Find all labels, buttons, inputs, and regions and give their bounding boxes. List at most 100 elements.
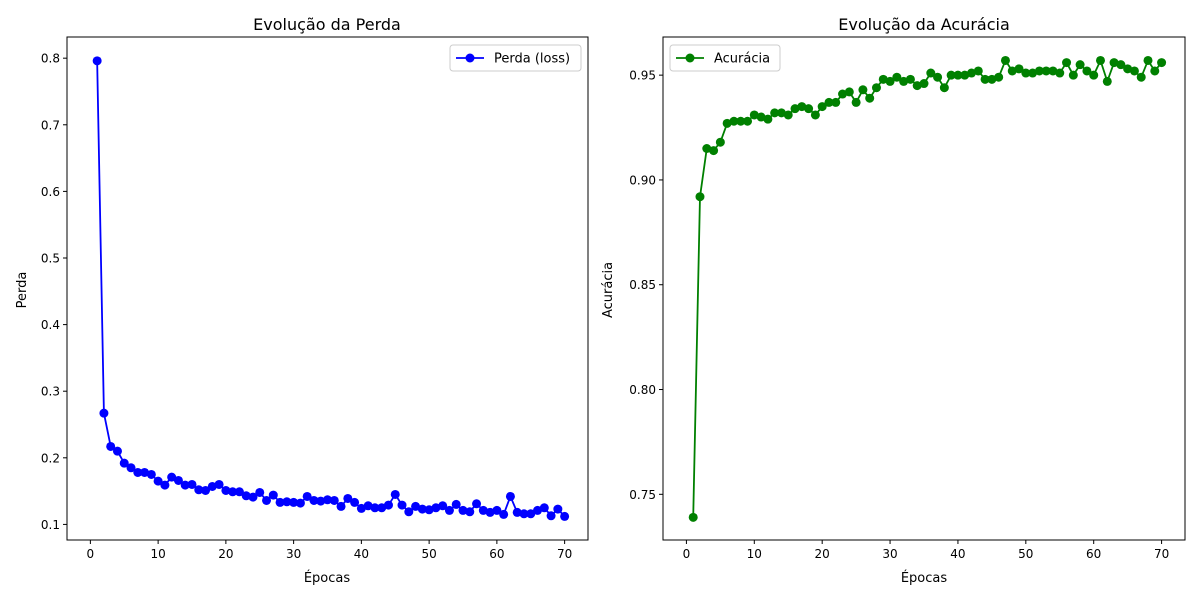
data-point bbox=[411, 501, 421, 511]
data-point bbox=[438, 501, 448, 511]
accuracy-chart-ticks: 0 10 20 30 40 50 60 70 0.75 0.80 0.85 0.90 0.95 bbox=[629, 69, 1169, 561]
y-tick-label: 0.2 bbox=[41, 451, 60, 465]
data-point bbox=[316, 496, 326, 506]
data-point bbox=[207, 481, 217, 491]
accuracy-chart-ylabel: Acurácia bbox=[601, 262, 616, 318]
data-point bbox=[743, 116, 753, 126]
y-tick-label: 0.90 bbox=[629, 173, 656, 187]
accuracy-chart-xlabel: Épocas bbox=[901, 570, 948, 586]
data-point bbox=[715, 137, 725, 147]
data-point bbox=[1116, 60, 1126, 70]
data-point bbox=[1014, 64, 1024, 74]
data-point bbox=[810, 110, 820, 120]
data-point bbox=[560, 511, 570, 521]
legend-label: Perda (loss) bbox=[494, 52, 570, 67]
data-point bbox=[1021, 68, 1031, 78]
data-point bbox=[1143, 55, 1153, 65]
data-point bbox=[262, 495, 272, 505]
data-point bbox=[533, 505, 543, 515]
x-tick-label: 0 bbox=[87, 547, 95, 561]
loss-chart-xlabel: Épocas bbox=[304, 570, 351, 586]
data-point bbox=[831, 97, 841, 107]
data-point bbox=[302, 491, 312, 501]
data-point bbox=[1136, 72, 1146, 82]
data-point bbox=[539, 503, 549, 513]
data-point bbox=[953, 70, 963, 80]
accuracy-chart-title: Evolução da Acurácia bbox=[838, 15, 1010, 34]
data-point bbox=[553, 504, 563, 514]
loss-chart-series bbox=[92, 56, 570, 521]
data-point bbox=[1095, 55, 1105, 65]
loss-chart-title: Evolução da Perda bbox=[253, 15, 401, 34]
data-point bbox=[1129, 66, 1139, 76]
data-point bbox=[275, 497, 285, 507]
data-point bbox=[99, 408, 109, 418]
data-point bbox=[912, 81, 922, 91]
data-point bbox=[424, 505, 434, 515]
x-tick-label: 30 bbox=[882, 547, 897, 561]
data-point bbox=[709, 146, 719, 156]
data-point bbox=[234, 487, 244, 497]
y-tick-label: 0.5 bbox=[41, 251, 60, 265]
data-point bbox=[309, 495, 319, 505]
data-point bbox=[695, 192, 705, 202]
data-point bbox=[1089, 70, 1099, 80]
data-point bbox=[146, 469, 156, 479]
y-tick-label: 0.95 bbox=[629, 69, 656, 83]
x-tick-label: 30 bbox=[286, 547, 301, 561]
data-point bbox=[844, 87, 854, 97]
data-point bbox=[926, 68, 936, 78]
data-point bbox=[1068, 70, 1078, 80]
legend-box bbox=[669, 44, 781, 72]
data-point bbox=[370, 503, 380, 513]
accuracy-chart: Evolução da Acurácia Épocas Acurácia 0 10… bbox=[601, 15, 1186, 586]
data-point bbox=[1102, 76, 1112, 86]
data-point bbox=[946, 70, 956, 80]
data-point bbox=[282, 497, 292, 507]
data-point bbox=[871, 83, 881, 93]
data-point bbox=[106, 441, 116, 451]
data-point bbox=[756, 112, 766, 122]
data-point bbox=[444, 505, 454, 515]
x-tick-label: 10 bbox=[747, 547, 762, 561]
data-point bbox=[350, 497, 360, 507]
data-point bbox=[729, 116, 739, 126]
data-point bbox=[221, 485, 231, 495]
x-tick-label: 40 bbox=[354, 547, 369, 561]
legend-marker-swatch bbox=[465, 53, 475, 63]
data-point bbox=[160, 480, 170, 490]
data-point bbox=[546, 511, 556, 521]
y-tick-label: 0.85 bbox=[629, 278, 656, 292]
x-tick-label: 20 bbox=[218, 547, 233, 561]
data-point bbox=[390, 489, 400, 499]
data-point bbox=[431, 503, 441, 513]
data-point bbox=[451, 499, 461, 509]
x-tick-label: 70 bbox=[557, 547, 572, 561]
data-point bbox=[919, 79, 929, 89]
x-tick-label: 50 bbox=[1018, 547, 1033, 561]
x-tick-label: 60 bbox=[489, 547, 504, 561]
data-point bbox=[722, 118, 732, 128]
data-point bbox=[688, 512, 698, 522]
data-point bbox=[865, 93, 875, 103]
y-tick-label: 0.3 bbox=[41, 385, 60, 399]
x-tick-label: 70 bbox=[1154, 547, 1169, 561]
data-point bbox=[153, 476, 163, 486]
data-point bbox=[173, 475, 183, 485]
data-point bbox=[776, 108, 786, 118]
loss-chart: Evolução da Perda Épocas Perda 0 10 20 30 40… bbox=[15, 15, 589, 586]
data-point bbox=[967, 68, 977, 78]
x-tick-label: 0 bbox=[683, 547, 691, 561]
y-tick-label: 0.80 bbox=[629, 383, 656, 397]
data-point bbox=[458, 505, 468, 515]
data-point bbox=[92, 56, 102, 66]
data-point bbox=[519, 509, 529, 519]
data-point bbox=[133, 467, 143, 477]
legend-box bbox=[449, 44, 582, 72]
data-point bbox=[960, 70, 970, 80]
data-point bbox=[167, 472, 177, 482]
data-point bbox=[268, 490, 278, 500]
data-point bbox=[478, 505, 488, 515]
accuracy-chart-series bbox=[688, 55, 1167, 522]
